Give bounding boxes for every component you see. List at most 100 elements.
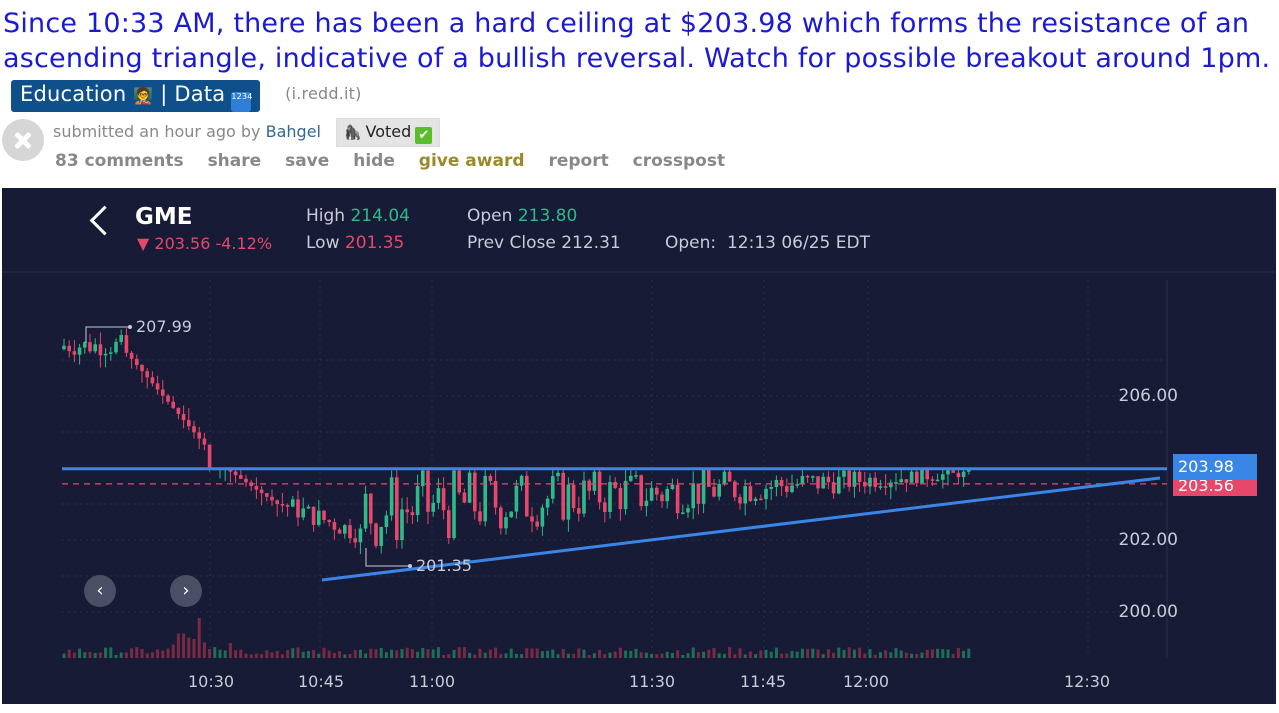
volume-bar <box>114 654 118 658</box>
volume-bar <box>852 649 856 658</box>
volume-bar <box>338 651 342 658</box>
volume-bar <box>572 653 576 658</box>
author-link[interactable]: Bahgel <box>265 122 321 141</box>
candle-body <box>135 358 139 366</box>
candle-body <box>930 479 935 481</box>
volume-bar <box>592 653 596 658</box>
volume-bar <box>826 649 830 658</box>
candle-body <box>462 492 467 503</box>
candle-body <box>545 498 550 508</box>
volume-bar <box>457 647 461 658</box>
candle-body <box>748 486 753 502</box>
y-tick-label: 200.00 <box>1118 602 1178 622</box>
give-award-link[interactable]: give award <box>418 151 525 171</box>
candle-body <box>483 475 487 522</box>
post-domain[interactable]: (i.redd.it) <box>285 84 362 103</box>
tagline-prefix: submitted an hour ago by <box>53 122 261 141</box>
volume-bar <box>353 649 357 658</box>
candle-body <box>530 516 534 522</box>
volume-bar <box>681 654 685 658</box>
crosspost-link[interactable]: crosspost <box>632 151 726 171</box>
candle-body <box>109 352 113 354</box>
candle-body <box>670 484 675 490</box>
chart-image[interactable]: GME ▼ 203.56 -4.12% High 214.04 Low 201.… <box>2 188 1276 704</box>
trendline-layer <box>62 325 1167 582</box>
volume-bar <box>832 652 836 658</box>
volume-bar <box>863 653 867 658</box>
volume-bar <box>218 649 222 658</box>
session-value: 12:13 06/25 EDT <box>726 233 870 253</box>
volume-bar <box>624 650 628 658</box>
chart-prev-button[interactable]: ‹ <box>84 575 116 607</box>
save-link[interactable]: save <box>285 151 330 171</box>
candle-body <box>925 469 929 480</box>
candle-body <box>140 365 144 372</box>
volume-bar <box>837 647 841 658</box>
candle-body <box>764 488 768 500</box>
candle-body <box>525 475 529 517</box>
candle-body <box>899 479 903 483</box>
comments-link[interactable]: 83 comments <box>55 151 184 171</box>
post-title[interactable]: Since 10:33 AM, there has been a hard ce… <box>3 6 1273 112</box>
volume-bar <box>764 649 768 658</box>
volume-bar <box>317 653 321 658</box>
volume-bar <box>868 648 872 658</box>
low-value: 201.35 <box>344 233 405 253</box>
candle-body <box>467 472 472 503</box>
high-marker <box>85 326 130 343</box>
candle-body <box>738 497 742 504</box>
volume-bar <box>967 648 971 658</box>
volume-bar <box>520 654 524 658</box>
chart-next-button[interactable]: › <box>170 575 202 607</box>
high-stat: High 214.04 <box>306 206 410 226</box>
volume-bar <box>525 648 529 658</box>
hide-link[interactable]: hide <box>353 151 395 171</box>
candle-body <box>847 470 851 487</box>
user-flair-label: Voted <box>365 122 412 141</box>
thumbnail-placeholder-icon[interactable] <box>2 119 44 161</box>
candle-body <box>639 475 643 507</box>
teacher-emoji-icon: 🧑‍🏫 <box>133 86 154 105</box>
volume-bar <box>436 647 440 658</box>
post-flair[interactable]: Education 🧑‍🏫 | Data 1234 <box>11 80 261 112</box>
volume-bar <box>618 647 622 658</box>
volume-bar <box>239 649 243 658</box>
candle-body <box>161 389 165 396</box>
y-tick-label: 206.00 <box>1118 386 1178 406</box>
volume-bar <box>691 647 695 658</box>
volume-bar <box>140 648 144 658</box>
volume-bar <box>78 648 82 658</box>
volume-bar <box>249 654 253 658</box>
candle-body <box>571 484 576 509</box>
volume-bar <box>254 653 258 658</box>
volume-bar <box>941 649 945 658</box>
volume-bar <box>925 649 929 658</box>
candle-body <box>915 471 919 484</box>
candle-body <box>587 480 591 491</box>
candle-body <box>868 477 872 487</box>
volume-bar <box>275 650 279 658</box>
report-link[interactable]: report <box>548 151 609 171</box>
x-tick-label: 10:45 <box>298 672 345 691</box>
candle-body <box>447 510 451 539</box>
candle-body <box>150 377 155 384</box>
candle-body <box>759 498 763 501</box>
candle-body <box>753 498 758 502</box>
volume-bar <box>514 653 518 658</box>
volume-bar <box>499 654 503 658</box>
volume-bar <box>894 648 898 658</box>
volume-bar <box>494 647 498 658</box>
candle-body <box>67 345 71 352</box>
share-link[interactable]: share <box>207 151 262 171</box>
candle-body <box>634 475 638 477</box>
candle-body <box>743 486 747 504</box>
volume-bar <box>884 650 888 658</box>
x-tick-label: 12:00 <box>843 672 890 691</box>
candle-body <box>613 481 617 488</box>
post-title-text[interactable]: Since 10:33 AM, there has been a hard ce… <box>3 8 1271 74</box>
prev-close-value: 212.31 <box>561 233 621 253</box>
volume-bar <box>785 653 789 658</box>
candle-body <box>280 504 285 506</box>
low-stat: Low 201.35 <box>306 233 404 253</box>
volume-bar <box>410 649 414 658</box>
